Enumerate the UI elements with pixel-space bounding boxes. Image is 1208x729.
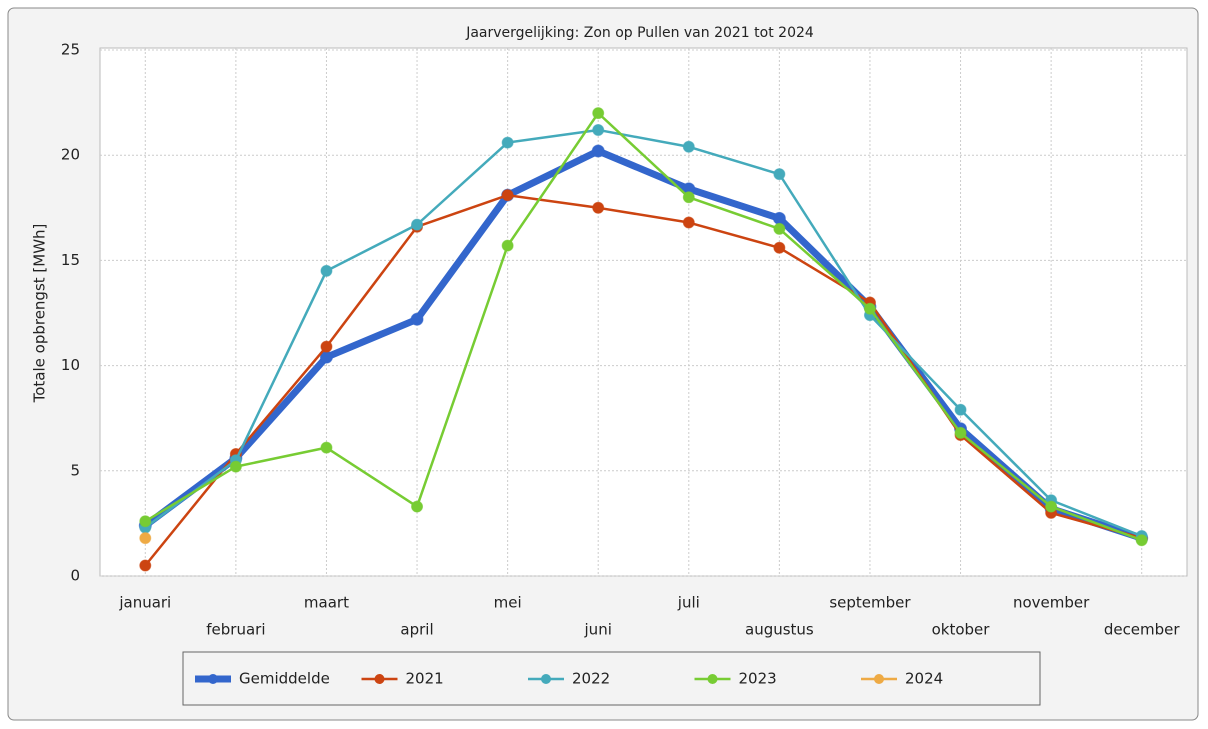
point: [320, 340, 333, 353]
x-tick-label: juni: [584, 621, 612, 639]
series-line: [144, 111, 1143, 542]
x-tick-label: januari: [118, 594, 171, 612]
point: [139, 515, 152, 528]
legend-marker: [541, 674, 551, 684]
chart-title: Jaarvergelijking: Zon op Pullen van 2021…: [465, 25, 814, 41]
y-tick-label: 25: [61, 41, 80, 59]
y-tick-label: 10: [61, 356, 80, 374]
point: [682, 191, 695, 204]
y-axis-label: Totale opbrengst [MWh]: [31, 224, 49, 404]
x-tick-label: december: [1104, 621, 1181, 639]
y-tick-label: 15: [61, 251, 80, 269]
point: [592, 107, 605, 120]
x-tick-label: juli: [677, 594, 700, 612]
point: [592, 201, 605, 214]
point: [954, 403, 967, 416]
x-tick-label: november: [1013, 594, 1090, 612]
point: [410, 312, 424, 326]
series-line: [143, 147, 1143, 542]
y-tick-label: 5: [70, 461, 80, 479]
legend-marker: [208, 674, 218, 684]
legend-marker: [374, 674, 385, 684]
point: [772, 211, 786, 225]
x-tick-label: april: [400, 621, 433, 639]
x-tick-label: september: [829, 594, 911, 612]
point: [501, 239, 514, 252]
legend-label: 2023: [739, 670, 777, 688]
x-tick-label: mei: [494, 594, 522, 612]
point: [139, 559, 152, 572]
y-tick-label: 0: [70, 567, 80, 585]
point: [1045, 500, 1058, 513]
point: [954, 426, 967, 439]
point: [773, 241, 786, 254]
x-tick-label: maart: [304, 594, 349, 612]
point: [411, 500, 424, 513]
legend: [182, 651, 1041, 706]
point: [411, 218, 424, 231]
legend-label: 2021: [406, 670, 444, 688]
point: [501, 189, 514, 202]
y-tick-label: 20: [61, 146, 80, 164]
point: [773, 222, 786, 235]
plot-area: [99, 47, 1188, 577]
point: [682, 140, 695, 153]
point: [682, 216, 695, 229]
legend-label: Gemiddelde: [239, 670, 330, 688]
legend-marker: [874, 674, 884, 684]
legend-marker: [707, 674, 718, 684]
point: [320, 264, 333, 277]
x-tick-label: februari: [206, 621, 265, 639]
point: [863, 302, 876, 315]
x-tick-label: oktober: [932, 621, 991, 639]
point: [229, 460, 242, 473]
point: [592, 123, 605, 136]
legend-label: 2022: [572, 670, 610, 688]
series-line: [144, 128, 1143, 538]
point: [320, 441, 333, 454]
point: [1135, 534, 1148, 547]
point: [501, 136, 514, 149]
point: [773, 168, 786, 181]
point: [591, 144, 605, 158]
point: [139, 532, 152, 545]
x-tick-label: augustus: [745, 621, 814, 639]
series-line: [144, 193, 1143, 567]
legend-label: 2024: [905, 670, 943, 688]
